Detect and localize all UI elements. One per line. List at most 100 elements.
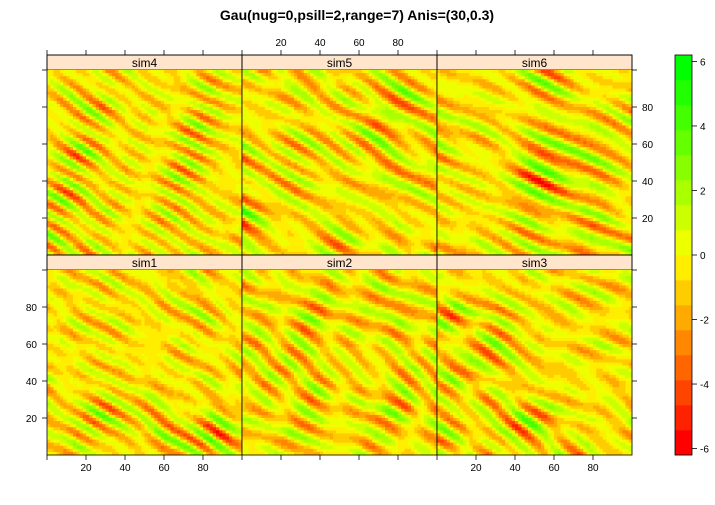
heatmap-cell	[232, 159, 236, 162]
heatmap-cell	[291, 230, 295, 233]
heatmap-cell	[310, 206, 314, 209]
heatmap-cell	[164, 92, 168, 95]
heatmap-cell	[125, 237, 129, 240]
heatmap-cell	[167, 209, 171, 212]
heatmap-cell	[281, 249, 285, 252]
heatmap-cell	[102, 85, 106, 88]
heatmap-cell	[177, 141, 181, 144]
heatmap-cell	[154, 89, 158, 92]
heatmap-cell	[47, 169, 51, 172]
heatmap-cell	[99, 73, 103, 76]
heatmap-cell	[154, 116, 158, 119]
heatmap-cell	[317, 76, 321, 79]
heatmap-cell	[252, 132, 256, 135]
heatmap-cell	[67, 227, 71, 230]
heatmap-cell	[167, 240, 171, 243]
heatmap-cell	[171, 135, 175, 138]
heatmap-cell	[262, 212, 266, 215]
heatmap-cell	[122, 169, 126, 172]
heatmap-cell	[245, 122, 249, 125]
heatmap-cell	[167, 230, 171, 233]
heatmap-cell	[141, 132, 145, 135]
heatmap-cell	[119, 233, 123, 236]
heatmap-cell	[197, 240, 201, 243]
heatmap-cell	[109, 184, 113, 187]
heatmap-cell	[284, 98, 288, 101]
heatmap-cell	[229, 76, 233, 79]
heatmap-cell	[63, 138, 67, 141]
heatmap-cell	[206, 215, 210, 218]
heatmap-cell	[141, 196, 145, 199]
heatmap-cell	[242, 92, 246, 95]
heatmap-cell	[301, 92, 305, 95]
heatmap-cell	[236, 104, 240, 107]
heatmap-cell	[249, 237, 253, 240]
heatmap-cell	[219, 113, 223, 116]
heatmap-cell	[96, 175, 100, 178]
heatmap-cell	[122, 132, 126, 135]
heatmap-cell	[216, 218, 220, 221]
heatmap-cell	[60, 224, 64, 227]
heatmap-cell	[268, 206, 272, 209]
heatmap-cell	[141, 163, 145, 166]
heatmap-cell	[161, 227, 165, 230]
heatmap-cell	[99, 92, 103, 95]
heatmap-cell	[190, 203, 194, 206]
heatmap-cell	[294, 135, 298, 138]
heatmap-cell	[60, 92, 64, 95]
heatmap-cell	[177, 237, 181, 240]
heatmap-cell	[151, 141, 155, 144]
heatmap-cell	[102, 153, 106, 156]
heatmap-cell	[307, 209, 311, 212]
heatmap-cell	[206, 206, 210, 209]
heatmap-cell	[60, 76, 64, 79]
heatmap-cell	[265, 190, 269, 193]
heatmap-cell	[151, 221, 155, 224]
heatmap-cell	[54, 156, 58, 159]
heatmap-cell	[310, 215, 314, 218]
heatmap-cell	[86, 147, 90, 150]
heatmap-cell	[236, 159, 240, 162]
heatmap-cell	[203, 169, 207, 172]
heatmap-cell	[50, 126, 54, 129]
heatmap-cell	[106, 153, 110, 156]
heatmap-cell	[184, 119, 188, 122]
heatmap-cell	[132, 156, 136, 159]
heatmap-cell	[174, 79, 178, 82]
heatmap-cell	[304, 113, 308, 116]
heatmap-cell	[262, 98, 266, 101]
heatmap-cell	[50, 233, 54, 236]
heatmap-cell	[161, 141, 165, 144]
heatmap-cell	[187, 230, 191, 233]
heatmap-cell	[67, 243, 71, 246]
heatmap-cell	[73, 104, 77, 107]
heatmap-cell	[310, 178, 314, 181]
heatmap-cell	[288, 240, 292, 243]
heatmap-cell	[294, 163, 298, 166]
heatmap-cell	[89, 135, 93, 138]
heatmap-cell	[86, 237, 90, 240]
heatmap-cell	[193, 209, 197, 212]
heatmap-cell	[184, 227, 188, 230]
heatmap-cell	[138, 166, 142, 169]
heatmap-cell	[83, 243, 87, 246]
heatmap-cell	[203, 122, 207, 125]
heatmap-cell	[112, 209, 116, 212]
heatmap-cell	[141, 246, 145, 249]
heatmap-cell	[190, 237, 194, 240]
heatmap-cell	[83, 215, 87, 218]
heatmap-cell	[138, 218, 142, 221]
heatmap-cell	[96, 212, 100, 215]
heatmap-cell	[47, 132, 51, 135]
heatmap-cell	[206, 172, 210, 175]
heatmap-cell	[197, 184, 201, 187]
heatmap-cells	[47, 70, 242, 255]
heatmap-cell	[236, 224, 240, 227]
heatmap-cell	[197, 129, 201, 132]
heatmap-cell	[180, 129, 184, 132]
heatmap-cell	[265, 206, 269, 209]
heatmap-cell	[288, 113, 292, 116]
heatmap-cell	[80, 175, 84, 178]
heatmap-cell	[193, 212, 197, 215]
heatmap-cell	[268, 181, 272, 184]
